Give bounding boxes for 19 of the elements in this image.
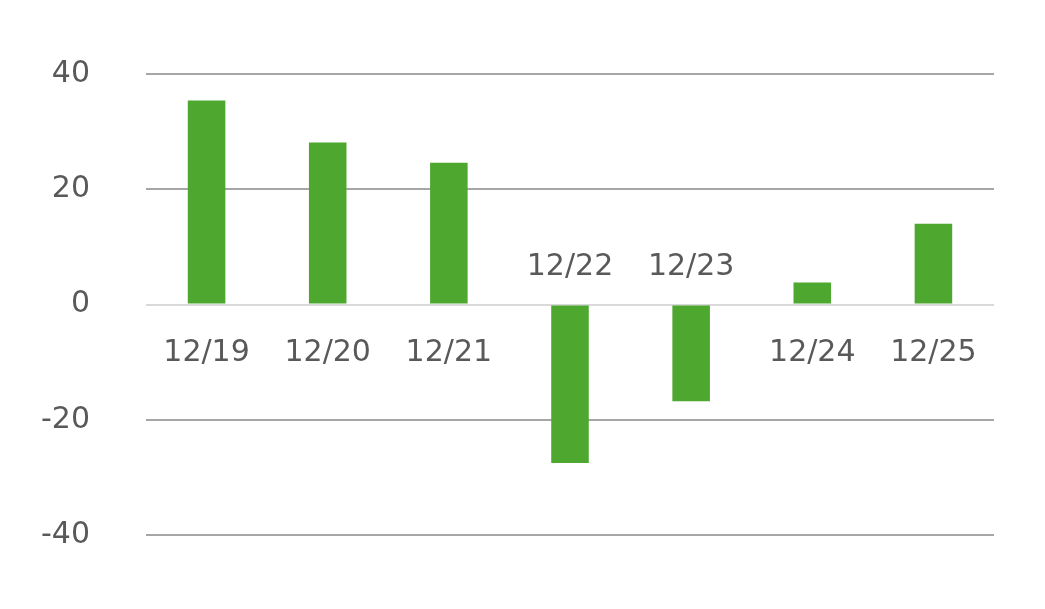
bar xyxy=(187,100,226,304)
x-tick-label: 12/22 xyxy=(526,247,614,283)
y-tick-label: -40 xyxy=(41,514,90,550)
bar xyxy=(430,162,468,304)
y-tick-label: -20 xyxy=(41,399,90,435)
bar xyxy=(793,282,832,304)
bar xyxy=(551,305,589,463)
bar xyxy=(672,305,710,402)
x-tick-label: 12/23 xyxy=(647,247,735,283)
bar xyxy=(308,142,347,304)
x-tick-label: 12/24 xyxy=(769,333,856,369)
y-tick-label: 20 xyxy=(51,169,90,205)
x-tick-label: 12/19 xyxy=(163,333,250,369)
bar xyxy=(914,223,953,304)
x-tick-label: 12/20 xyxy=(284,333,371,369)
x-tick-label: 12/21 xyxy=(405,333,493,369)
x-tick-label: 12/25 xyxy=(890,333,977,369)
y-tick-label: 40 xyxy=(51,53,90,89)
y-tick-label: 0 xyxy=(70,284,90,320)
